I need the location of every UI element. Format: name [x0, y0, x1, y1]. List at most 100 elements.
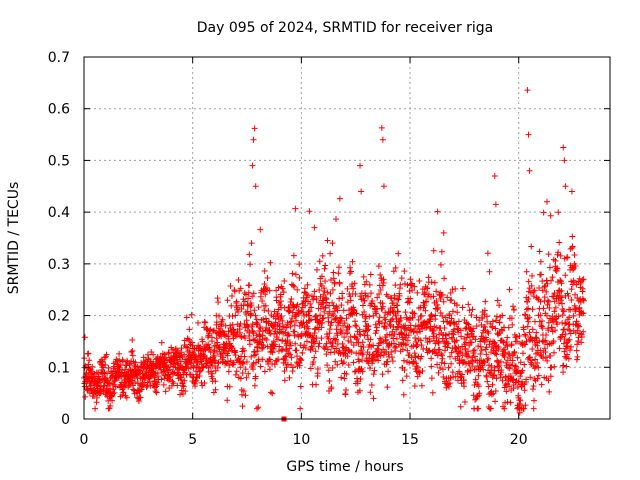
- data-point: [525, 295, 532, 302]
- data-point: [385, 368, 392, 375]
- data-point: [475, 383, 482, 390]
- data-point: [568, 188, 575, 195]
- data-point: [530, 288, 537, 295]
- data-point: [528, 357, 535, 364]
- data-point: [266, 326, 273, 333]
- data-point: [529, 386, 536, 393]
- data-point: [558, 288, 565, 295]
- data-point: [408, 280, 415, 287]
- axes: 0 0.1 0.2 0.3 0.4 0.5 0.6 0.7 0 5 10 15 20: [48, 50, 611, 448]
- data-point: [253, 316, 260, 323]
- data-point: [286, 332, 293, 339]
- data-point: [566, 336, 573, 343]
- data-point: [440, 298, 447, 305]
- data-point: [513, 368, 520, 375]
- data-point: [313, 295, 320, 302]
- data-point: [428, 279, 435, 286]
- data-point: [319, 252, 326, 259]
- data-point: [551, 308, 558, 315]
- data-point: [352, 322, 359, 329]
- data-point: [131, 379, 138, 386]
- data-point: [331, 349, 338, 356]
- data-point: [475, 372, 482, 379]
- data-point: [418, 353, 425, 360]
- data-point: [522, 341, 529, 348]
- data-point: [301, 324, 308, 331]
- data-point: [454, 353, 461, 360]
- data-point: [537, 298, 544, 305]
- data-point: [465, 321, 472, 328]
- data-point: [560, 308, 567, 315]
- data-point: [367, 336, 374, 343]
- data-point: [485, 330, 492, 337]
- data-point: [456, 368, 463, 375]
- data-point: [580, 328, 587, 335]
- data-point: [310, 296, 317, 303]
- data-point: [428, 375, 435, 382]
- data-point: [149, 369, 156, 376]
- data-point: [365, 323, 372, 330]
- data-point: [281, 278, 288, 285]
- data-point: [566, 314, 573, 321]
- data-point: [524, 323, 531, 330]
- data-point: [555, 313, 562, 320]
- data-point: [507, 399, 514, 406]
- data-point: [558, 300, 565, 307]
- data-point: [277, 298, 284, 305]
- data-point: [101, 382, 108, 389]
- data-point: [276, 320, 283, 327]
- data-point: [106, 380, 113, 387]
- data-point: [248, 302, 255, 309]
- data-point: [209, 328, 216, 335]
- data-point: [289, 309, 296, 316]
- data-point: [242, 366, 249, 373]
- data-point: [131, 362, 138, 369]
- data-point: [406, 288, 413, 295]
- data-point: [174, 347, 181, 354]
- data-point: [297, 356, 304, 363]
- data-point: [578, 334, 585, 341]
- data-point: [465, 301, 472, 308]
- data-point: [245, 332, 252, 339]
- data-point: [165, 377, 172, 384]
- data-point: [252, 351, 259, 358]
- data-point: [163, 363, 170, 370]
- data-point: [263, 324, 270, 331]
- data-point: [358, 188, 365, 195]
- data-point: [282, 353, 289, 360]
- x-tick-label: 0: [80, 432, 89, 448]
- data-point: [337, 314, 344, 321]
- data-point: [324, 237, 331, 244]
- data-point: [103, 351, 110, 358]
- data-point: [85, 350, 92, 357]
- data-point: [343, 315, 350, 322]
- data-point: [565, 337, 572, 344]
- data-point: [530, 382, 537, 389]
- data-point: [214, 295, 221, 302]
- data-point: [235, 277, 242, 284]
- data-point: [411, 382, 418, 389]
- data-point: [384, 384, 391, 391]
- data-point: [483, 372, 490, 379]
- data-point: [403, 341, 410, 348]
- data-point: [361, 281, 368, 288]
- data-point: [128, 377, 135, 384]
- data-point: [574, 294, 581, 301]
- data-point: [523, 306, 530, 313]
- y-tick-label: 0.2: [48, 309, 70, 325]
- data-point: [291, 313, 298, 320]
- data-point: [245, 289, 252, 296]
- data-point: [246, 341, 253, 348]
- data-point: [328, 319, 335, 326]
- data-point: [539, 287, 546, 294]
- data-point: [341, 320, 348, 327]
- data-point: [323, 340, 330, 347]
- data-point: [340, 359, 347, 366]
- data-point: [238, 305, 245, 312]
- data-point: [452, 285, 459, 292]
- data-point: [267, 356, 274, 363]
- data-point: [395, 296, 402, 303]
- data-point: [177, 391, 184, 398]
- data-point: [458, 333, 465, 340]
- data-point: [536, 248, 543, 255]
